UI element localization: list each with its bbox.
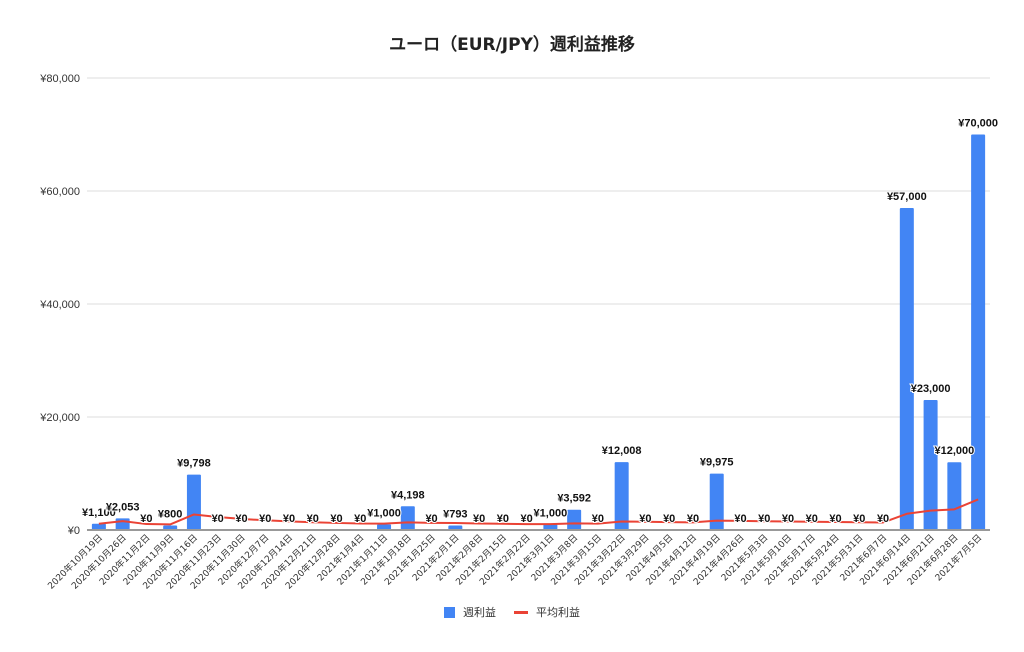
legend-item-average-profit[interactable]: 平均利益 [514, 604, 580, 620]
data-label: ¥9,975 [700, 457, 734, 469]
data-label: ¥0 [140, 513, 152, 525]
line-series-average-profit [98, 498, 979, 526]
data-label: ¥793 [443, 509, 467, 521]
legend-swatch-bar-icon [444, 606, 455, 618]
data-label: ¥0 [259, 513, 271, 525]
data-label: ¥0 [663, 513, 675, 525]
data-label: ¥9,798 [177, 458, 211, 470]
bar[interactable] [186, 474, 201, 530]
bar[interactable] [543, 524, 558, 530]
data-label: ¥0 [734, 513, 746, 525]
data-label: ¥0 [212, 513, 224, 525]
bar[interactable] [709, 473, 724, 530]
legend-item-weekly-profit[interactable]: 週利益 [444, 604, 496, 620]
data-label: ¥0 [687, 513, 699, 525]
average-line[interactable] [98, 498, 979, 526]
data-label: ¥12,008 [602, 445, 642, 457]
bar[interactable] [377, 524, 392, 530]
data-label: ¥0 [354, 513, 366, 525]
data-labels: ¥1,100¥2,053¥0 ¥800¥9,798¥0 ¥0 ¥0 ¥0 ¥0 ¥0 ¥0 ¥1… [81, 117, 999, 527]
data-label: ¥0 [520, 513, 532, 525]
data-label: ¥0 [592, 513, 604, 525]
data-label: ¥0 [639, 513, 651, 525]
data-label: ¥4,198 [391, 489, 425, 501]
gridlines [87, 77, 990, 418]
x-axis: 2020年10月19日2020年10月26日2020年11月2日2020年11月… [45, 529, 990, 592]
data-label: ¥800 [158, 508, 182, 520]
y-tick-label: ¥20,000 [39, 412, 80, 424]
data-label: ¥57,000 [887, 191, 927, 203]
data-label: ¥0 [782, 513, 794, 525]
data-label: ¥0 [497, 513, 509, 525]
bar[interactable] [614, 462, 629, 530]
bar[interactable] [567, 509, 582, 530]
bar[interactable] [400, 506, 415, 530]
data-label: ¥0 [473, 513, 485, 525]
data-label: ¥0 [806, 513, 818, 525]
data-label: ¥0 [283, 513, 295, 525]
bar[interactable] [163, 525, 178, 530]
y-tick-label: ¥60,000 [39, 186, 80, 198]
bar-series-weekly-profit [91, 134, 986, 531]
data-label: ¥0 [877, 513, 889, 525]
bar[interactable] [971, 134, 986, 531]
data-label: ¥23,000 [911, 383, 951, 395]
data-label: ¥0 [330, 513, 342, 525]
data-label: ¥0 [829, 513, 841, 525]
bar[interactable] [448, 525, 463, 530]
legend-label: 平均利益 [536, 606, 580, 619]
bar[interactable] [947, 462, 962, 530]
legend: 週利益 平均利益 [0, 604, 1024, 620]
y-tick-label: ¥0 [67, 525, 80, 537]
data-label: ¥0 [853, 513, 865, 525]
data-label: ¥1,100 [82, 507, 116, 519]
y-axis: ¥0 ¥20,000 ¥40,000 ¥60,000 ¥80,000 [39, 73, 80, 537]
legend-label: 週利益 [463, 606, 496, 619]
data-label: ¥0 [307, 513, 319, 525]
data-label: ¥2,053 [106, 501, 140, 513]
legend-swatch-line-icon [514, 610, 528, 614]
chart-plot-area: ¥0 ¥20,000 ¥40,000 ¥60,000 ¥80,000 ¥1,100¥2,… [39, 73, 999, 592]
data-label: ¥1,000 [534, 507, 568, 519]
data-label: ¥3,592 [557, 493, 591, 505]
bar[interactable] [91, 523, 106, 530]
bar[interactable] [899, 207, 914, 530]
y-tick-label: ¥40,000 [39, 299, 80, 311]
data-label: ¥0 [758, 513, 770, 525]
data-label: ¥12,000 [934, 445, 974, 457]
data-label: ¥70,000 [958, 118, 998, 130]
chart-title: ユーロ（EUR/JPY）週利益推移 [389, 35, 635, 55]
data-label: ¥1,000 [367, 507, 401, 519]
y-tick-label: ¥80,000 [39, 73, 80, 85]
data-label: ¥0 [235, 513, 247, 525]
data-label: ¥0 [425, 513, 437, 525]
bar[interactable] [923, 400, 938, 530]
